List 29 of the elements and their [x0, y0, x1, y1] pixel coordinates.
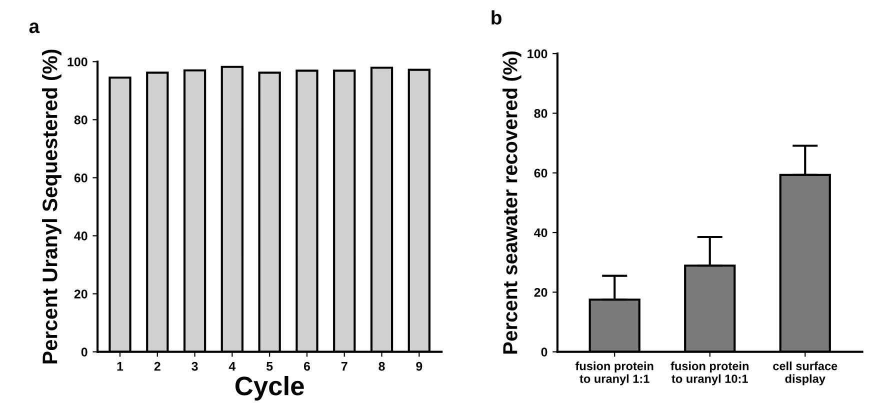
x-tick-label: 9	[416, 362, 422, 371]
y-tick-label: 20	[74, 290, 88, 298]
y-axis-title: Percent seawater recovered (%)	[502, 51, 522, 354]
x-tick-label: fusion protein to uranyl 10:1	[670, 362, 748, 386]
y-tick-label: 100	[68, 57, 88, 66]
y-tick-label: 40	[534, 228, 548, 238]
x-tick-label: 7	[341, 362, 348, 371]
x-tick-label: 4	[228, 362, 236, 371]
x-tick-label: 8	[378, 362, 385, 371]
y-tick-label: 40	[74, 232, 88, 240]
x-tick-label: 2	[154, 362, 160, 371]
x-tick-label: 6	[304, 362, 310, 371]
y-tick-label: 80	[534, 109, 548, 118]
x-tick-label: fusion protein to uranyl 1:1	[575, 362, 654, 386]
chart-title: b	[492, 10, 502, 25]
x-axis-title: Cycle	[235, 376, 304, 401]
x-tick-label: 1	[117, 362, 124, 371]
y-axis-title: Percent Uranyl Sequestered (%)	[42, 50, 62, 364]
y-tick-label: 20	[534, 288, 548, 297]
y-tick-label: 0	[541, 348, 548, 356]
x-tick-label: cell surface display	[773, 362, 838, 386]
y-tick-label: 100	[528, 49, 548, 58]
y-tick-label: 60	[534, 168, 548, 178]
y-tick-label: 60	[74, 174, 88, 182]
x-tick-label: 5	[266, 362, 273, 371]
y-tick-label: 0	[81, 348, 88, 356]
y-tick-label: 80	[74, 115, 88, 124]
x-tick-label: 3	[192, 362, 198, 371]
chart-title: a	[29, 22, 40, 34]
